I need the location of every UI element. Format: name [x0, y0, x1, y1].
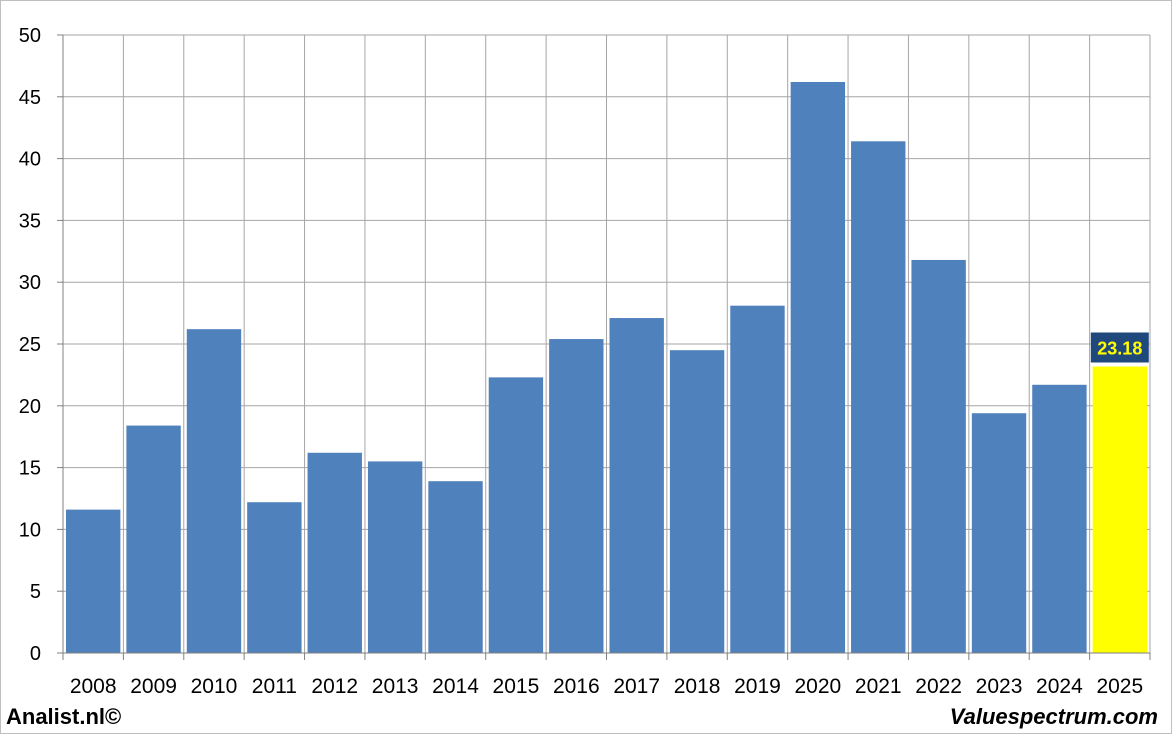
- x-tick-label: 2021: [855, 675, 902, 698]
- bar-2025: [1092, 366, 1147, 653]
- y-tick-label: 0: [30, 643, 41, 665]
- bar-2012: [307, 452, 362, 653]
- y-tick-label: 30: [19, 272, 41, 294]
- x-tick-label: 2024: [1036, 675, 1083, 698]
- x-tick-label: 2015: [493, 675, 540, 698]
- y-tick-label: 20: [19, 396, 41, 418]
- bar-2016: [549, 339, 604, 653]
- x-tick-label: 2012: [311, 675, 358, 698]
- bar-2018: [669, 350, 725, 653]
- y-tick-label: 10: [19, 519, 41, 541]
- bar-2024: [1032, 384, 1087, 653]
- x-tick-label: 2022: [915, 675, 962, 698]
- bar-2022: [911, 259, 966, 653]
- x-tick-label: 2016: [553, 675, 600, 698]
- footer-source-right: Valuespectrum.com: [949, 704, 1158, 729]
- x-tick-label: 2008: [70, 675, 117, 698]
- x-tick-label: 2013: [372, 675, 419, 698]
- x-tick-label: 2011: [252, 675, 297, 698]
- x-tick-label: 2019: [734, 675, 781, 698]
- bar-2021: [851, 141, 906, 653]
- y-tick-label: 35: [19, 210, 41, 232]
- bar-2023: [971, 413, 1027, 653]
- y-tick-label: 25: [19, 334, 41, 356]
- y-tick-label: 45: [19, 87, 41, 109]
- bar-2014: [428, 481, 483, 653]
- bar-2019: [730, 305, 785, 653]
- bar-2015: [488, 377, 544, 653]
- data-label-2025: 23.18: [1097, 338, 1142, 358]
- x-tick-label: 2017: [613, 675, 660, 698]
- bar-2008: [66, 509, 121, 653]
- y-tick-label: 5: [30, 581, 41, 603]
- x-tick-label: 2020: [795, 675, 842, 698]
- y-tick-label: 15: [19, 458, 41, 480]
- bar-2013: [367, 461, 423, 653]
- x-tick-label: 2010: [191, 675, 238, 698]
- y-tick-label: 40: [19, 149, 41, 171]
- bar-2011: [247, 502, 302, 653]
- x-tick-label: 2009: [130, 675, 177, 698]
- data-label-box: [1090, 332, 1149, 363]
- y-tick-label: 50: [19, 25, 41, 47]
- x-tick-label: 2025: [1096, 675, 1143, 698]
- x-tick-label: 2018: [674, 675, 721, 698]
- bar-2009: [126, 425, 181, 653]
- bar-2020: [790, 81, 846, 653]
- bar-2010: [186, 329, 242, 653]
- x-tick-label: 2023: [976, 675, 1023, 698]
- bar-2017: [609, 318, 664, 653]
- footer-source-left: Analist.nl©: [6, 704, 122, 729]
- x-tick-label: 2014: [432, 675, 479, 698]
